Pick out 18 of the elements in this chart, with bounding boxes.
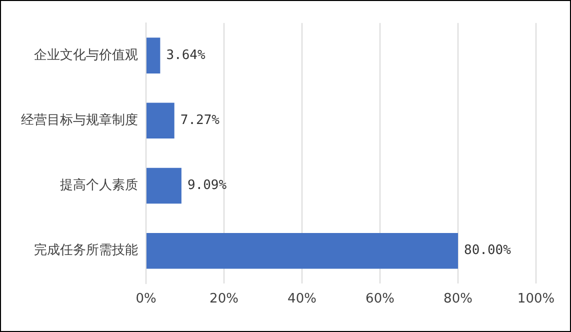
- y-tick-label: 经营目标与规章制度: [21, 112, 138, 128]
- bar: [146, 102, 174, 139]
- bar: [146, 232, 458, 269]
- x-tick-label: 40%: [288, 292, 316, 307]
- x-tick-label: 20%: [210, 292, 238, 307]
- x-tick-label: 0%: [136, 292, 156, 307]
- data-label: 80.00%: [464, 243, 512, 258]
- x-tick-label: 80%: [444, 292, 472, 307]
- data-label: 3.64%: [166, 48, 206, 63]
- data-label: 7.27%: [180, 113, 220, 128]
- y-tick-label: 提高个人素质: [60, 177, 138, 194]
- y-tick-label: 企业文化与价值观: [34, 48, 138, 63]
- data-label: 9.09%: [187, 178, 227, 194]
- x-tick-label: 100%: [517, 292, 555, 307]
- bar: [146, 38, 160, 74]
- y-tick-label: 完成任务所需技能: [34, 242, 138, 258]
- bar: [146, 168, 182, 204]
- x-tick-label: 60%: [366, 292, 394, 307]
